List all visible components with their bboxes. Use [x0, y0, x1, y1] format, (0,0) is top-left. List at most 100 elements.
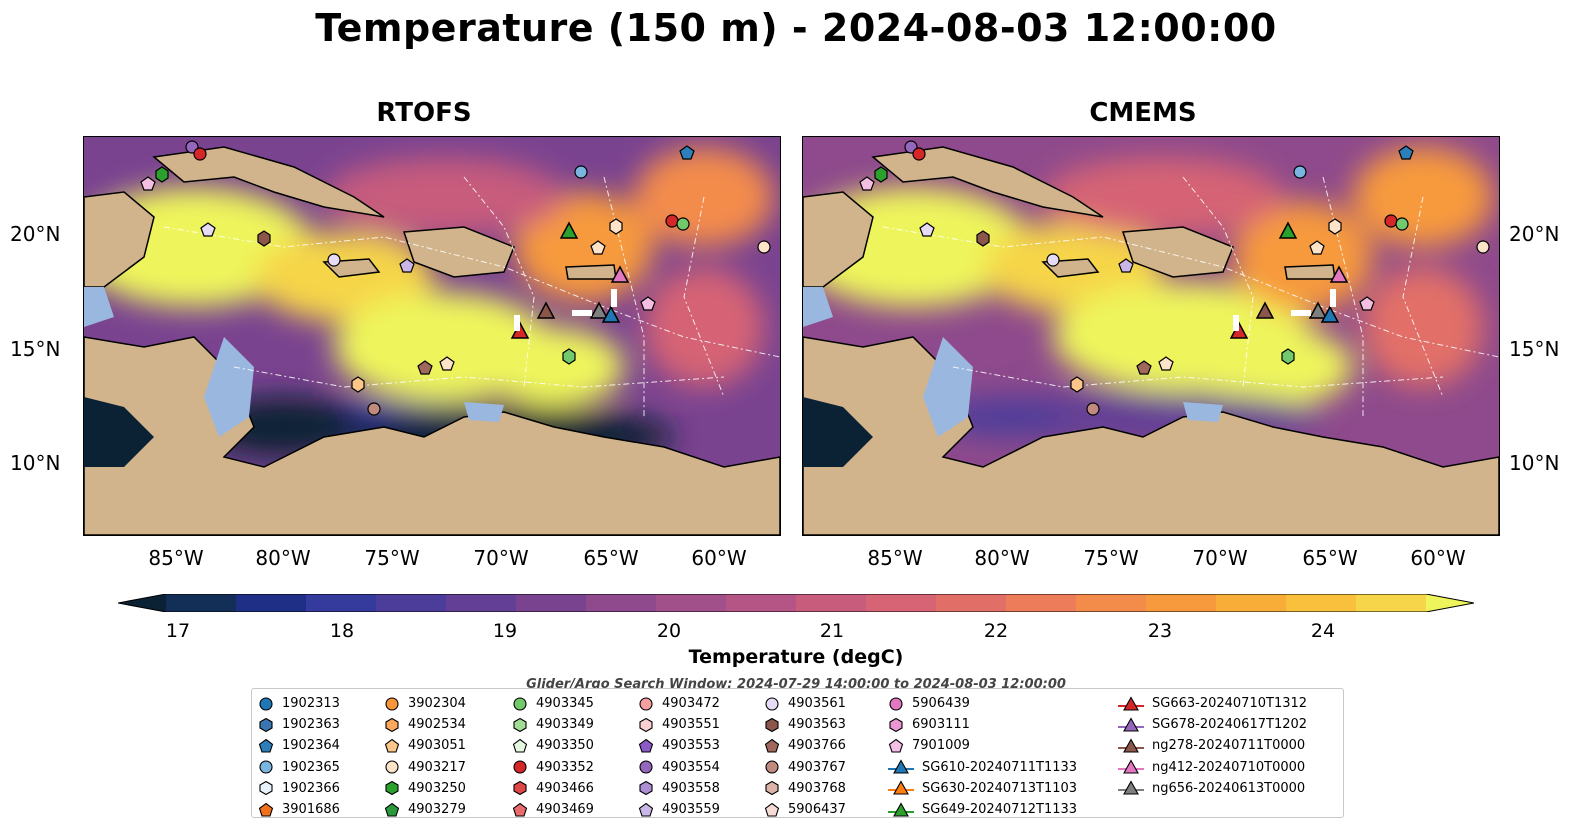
legend-item: 4903472	[638, 693, 720, 714]
colorbar-tick-17: 17	[165, 620, 191, 642]
lat-label-20n-left: 20°N	[10, 222, 61, 246]
legend-item-label: 4903553	[662, 738, 720, 754]
map-panel-cmems[interactable]	[802, 136, 1500, 536]
legend-item-label: 1902366	[282, 780, 340, 796]
legend-item: 4903350	[512, 735, 594, 756]
legend-item-label: 4903558	[662, 780, 720, 796]
legend-item: 4903469	[512, 799, 594, 820]
legend-item: 4903563	[764, 714, 846, 735]
colorbar-extend-low	[118, 594, 166, 612]
legend-item-label: 4902534	[408, 717, 466, 733]
legend-item: 4903349	[512, 714, 594, 735]
circle-marker-icon	[513, 697, 527, 711]
legend-item-label: SG610-20240711T1133	[922, 759, 1078, 775]
colorbar-segment	[166, 594, 237, 612]
triangle-marker-icon	[1118, 759, 1144, 774]
legend-item-label: 4903563	[788, 717, 846, 733]
legend-item-label: SG663-20240710T1312	[1152, 696, 1308, 712]
legend-item: 4903558	[638, 778, 720, 799]
legend-column: 1902313 1902363 1902364 1902365 1902366 39016…	[258, 693, 340, 820]
legend-item: 3901686	[258, 799, 340, 820]
legend-item-label: ng412-20240710T0000	[1152, 759, 1306, 775]
lon-label-60w-right: 60°W	[1410, 546, 1466, 570]
colorbar-segment	[1146, 594, 1217, 612]
colorbar-segment	[1006, 594, 1077, 612]
pentagon-marker-icon	[638, 802, 654, 817]
legend-item: 4903767	[764, 757, 846, 778]
legend-item-label: 1902313	[282, 696, 340, 712]
triangle-marker-icon	[1118, 717, 1144, 732]
lat-label-15n-left: 15°N	[10, 337, 61, 361]
legend-item-label: 4903766	[788, 738, 846, 754]
legend-item-label: 4903349	[536, 717, 594, 733]
legend-item: ng412-20240710T0000	[1118, 757, 1307, 778]
lon-label-65w-right: 65°W	[1302, 546, 1358, 570]
temperature-colorbar	[118, 594, 1474, 612]
triangle-marker-icon	[1118, 695, 1144, 711]
legend-item: 4903051	[384, 735, 466, 756]
hexagon-marker-icon	[639, 781, 653, 796]
circle-marker-icon	[639, 697, 653, 711]
legend-box: 1902313 1902363 1902364 1902365 1902366 39016…	[251, 688, 1344, 818]
colorbar-segment	[866, 594, 937, 612]
map-panel-rtofs[interactable]	[83, 136, 781, 536]
pentagon-marker-icon	[512, 802, 528, 817]
legend-item-label: 5906439	[912, 696, 970, 712]
pentagon-marker-icon	[258, 738, 274, 753]
circle-marker-icon	[639, 760, 653, 774]
colorbar-segment	[656, 594, 727, 612]
circle-marker-icon	[385, 760, 399, 774]
panel-title-cmems: CMEMS	[1089, 98, 1197, 128]
legend-column: 5906439 6903111 7901009 SG610-20240711T1133…	[888, 693, 1077, 820]
pentagon-marker-icon	[638, 738, 654, 753]
figure-title: Temperature (150 m) - 2024-08-03 12:00:0…	[315, 6, 1277, 50]
lat-label-10n-left: 10°N	[10, 451, 61, 475]
map-svg-rtofs	[84, 137, 780, 535]
legend-item: 1902365	[258, 757, 340, 778]
legend-item: SG630-20240713T1103	[888, 778, 1077, 799]
legend-item-label: ng278-20240711T0000	[1152, 738, 1306, 754]
legend-item: SG678-20240617T1202	[1118, 714, 1307, 735]
hexagon-marker-icon	[765, 717, 779, 732]
circle-marker-icon	[513, 760, 527, 774]
legend-item: 1902363	[258, 714, 340, 735]
pentagon-marker-icon	[888, 738, 904, 753]
hexagon-marker-icon	[385, 781, 399, 796]
colorbar-tick-24: 24	[1310, 620, 1336, 642]
colorbar-segment	[1076, 594, 1147, 612]
legend-item: 1902313	[258, 693, 340, 714]
lon-label-85w-right: 85°W	[867, 546, 923, 570]
legend-item: 7901009	[888, 735, 1077, 756]
legend-item-label: 4903767	[788, 759, 846, 775]
legend-column: 4903345 4903349 4903350 4903352 4903466 49034…	[512, 693, 594, 820]
legend-item: SG663-20240710T1312	[1118, 693, 1307, 714]
colorbar-segment	[376, 594, 447, 612]
legend-item: 1902364	[258, 735, 340, 756]
colorbar-segment	[936, 594, 1007, 612]
colorbar-segment	[726, 594, 797, 612]
circle-marker-icon	[259, 697, 273, 711]
legend-item-label: 1902365	[282, 759, 340, 775]
legend-item: SG649-20240712T1133	[888, 799, 1077, 820]
legend-item: 4903250	[384, 778, 466, 799]
lon-label-85w-left: 85°W	[148, 546, 204, 570]
lon-label-80w-right: 80°W	[974, 546, 1030, 570]
hexagon-marker-icon	[259, 717, 273, 732]
legend-item-label: 7901009	[912, 738, 970, 754]
colorbar-extend-high	[1426, 594, 1474, 612]
legend-item: SG610-20240711T1133	[888, 757, 1077, 778]
legend-item-label: 4903350	[536, 738, 594, 754]
legend-item: 4903561	[764, 693, 846, 714]
pentagon-marker-icon	[764, 802, 780, 817]
legend-item-label: 4903559	[662, 802, 720, 818]
lon-label-75w-right: 75°W	[1083, 546, 1139, 570]
circle-marker-icon	[259, 760, 273, 774]
legend-item: 4902534	[384, 714, 466, 735]
legend-item: 5906439	[888, 693, 1077, 714]
hexagon-marker-icon	[385, 717, 399, 732]
colorbar-segment	[306, 594, 377, 612]
map-svg-cmems	[803, 137, 1499, 535]
triangle-marker-icon	[888, 801, 914, 817]
legend-item-label: 4903472	[662, 696, 720, 712]
legend-item-label: 1902364	[282, 738, 340, 754]
